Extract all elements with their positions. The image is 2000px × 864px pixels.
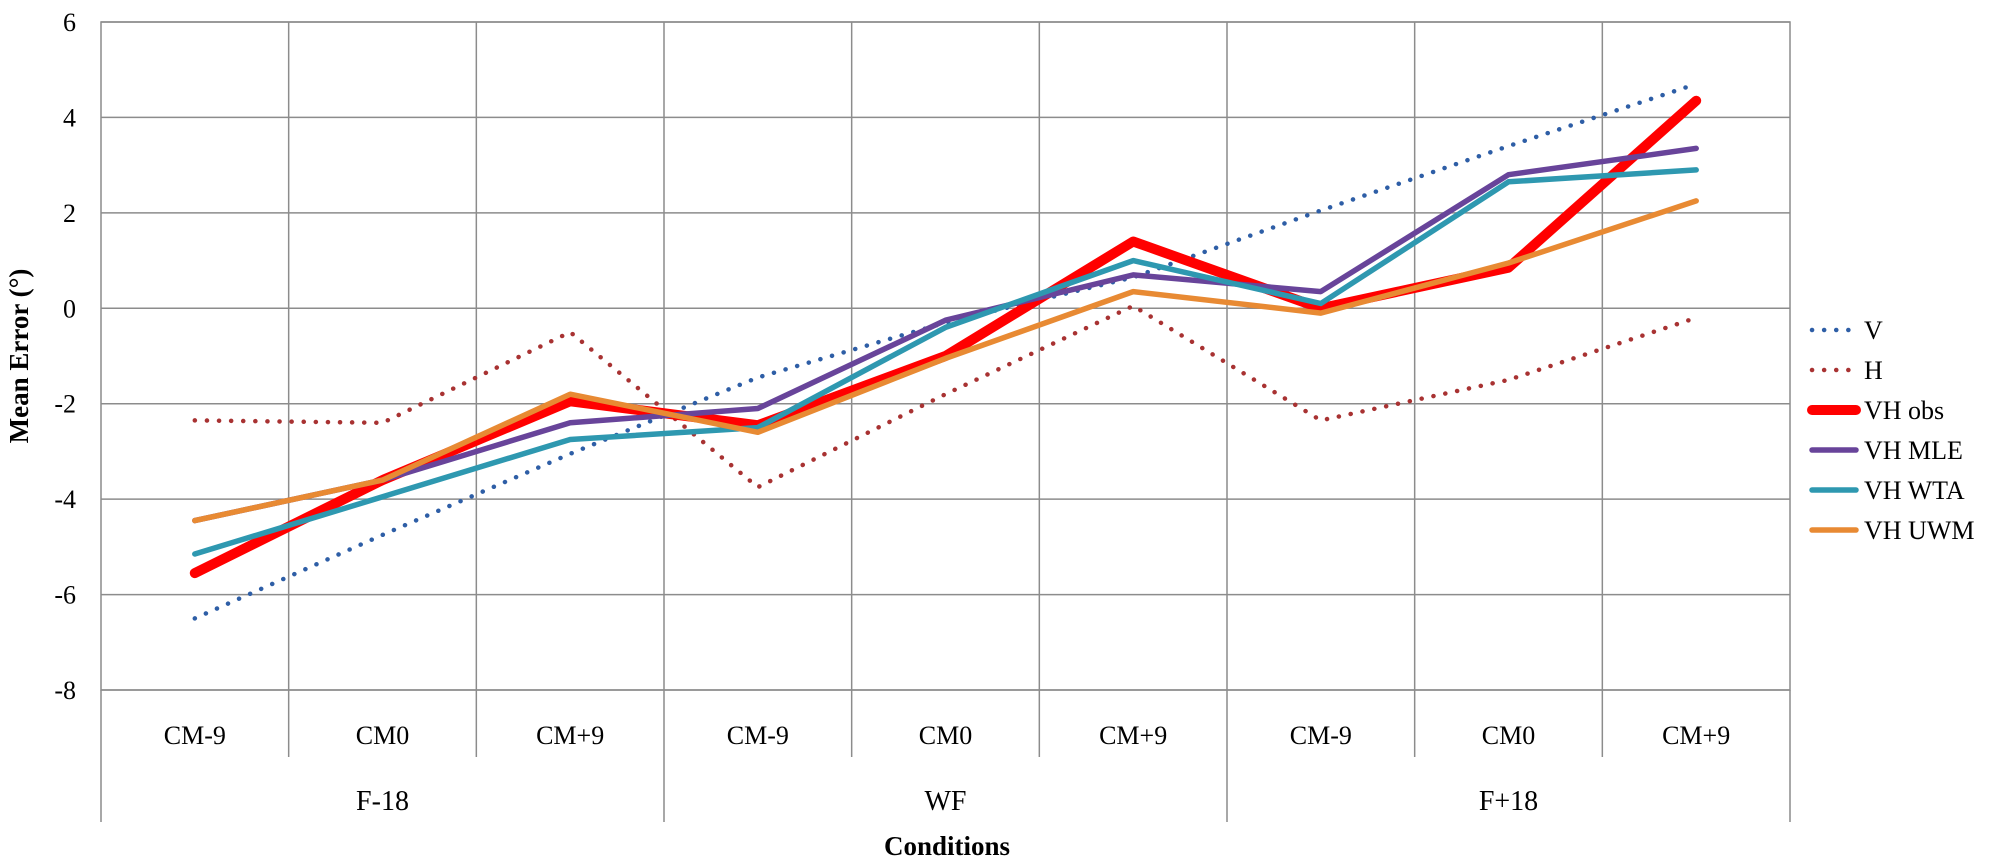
series-layer <box>189 81 1702 621</box>
y-tick-label: -6 <box>54 581 76 610</box>
x-tick-label: CM-9 <box>727 721 789 750</box>
x-tick-label: CM-9 <box>1290 721 1352 750</box>
y-tick-label: 0 <box>63 294 76 323</box>
series-line-vh-obs <box>189 95 1702 579</box>
y-axis-title: Mean Error (°) <box>4 269 34 444</box>
group-label: WF <box>925 786 967 817</box>
legend-label: VH MLE <box>1864 436 1963 465</box>
y-tick-label: 4 <box>63 103 76 132</box>
group-label: F+18 <box>1479 786 1538 817</box>
y-tick-label: 6 <box>63 8 76 37</box>
legend-label: H <box>1864 356 1883 385</box>
y-tick-label: -4 <box>54 485 76 514</box>
grid-layer <box>100 21 1791 691</box>
series-line-vh-uwm <box>192 198 1699 524</box>
series-line-vh-wta <box>192 167 1699 557</box>
legend-label: VH obs <box>1864 396 1944 425</box>
series-line-vh-mle <box>192 145 1699 524</box>
y-tick-label: -8 <box>54 676 76 705</box>
legend-label: VH UWM <box>1864 516 1975 545</box>
x-tick-label: CM+9 <box>536 721 604 750</box>
x-tick-label: CM+9 <box>1662 721 1730 750</box>
x-tick-label: CM-9 <box>164 721 226 750</box>
legend: VH VH obs VH MLE VH WTA VH UWM <box>1807 316 1975 545</box>
group-label: F-18 <box>356 786 409 817</box>
legend-label: VH WTA <box>1864 476 1965 505</box>
x-tick-label: CM0 <box>356 721 409 750</box>
x-tick-label: CM0 <box>1482 721 1535 750</box>
x-tick-label: CM+9 <box>1099 721 1167 750</box>
series-line-v <box>192 81 1699 621</box>
y-tick-label: -2 <box>54 390 76 419</box>
y-tick-label: 2 <box>63 199 76 228</box>
legend-label: V <box>1864 316 1883 345</box>
axis-layer: 6 4 2 0 -2 -4 -6 -8 CM-9 CM0 CM+9 CM-9 CM0 CM+9 CM-9 CM… <box>54 8 1791 822</box>
x-tick-label: CM0 <box>919 721 972 750</box>
series-line-h <box>192 303 1699 490</box>
x-axis-title: Conditions <box>884 831 1010 861</box>
